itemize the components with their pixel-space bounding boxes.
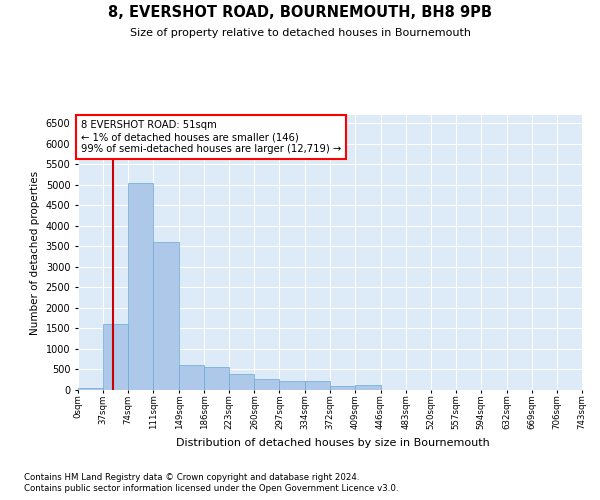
Bar — [254, 378, 280, 390]
Bar — [103, 324, 128, 390]
Bar — [331, 386, 355, 390]
Bar — [179, 364, 204, 390]
Text: Contains HM Land Registry data © Crown copyright and database right 2024.: Contains HM Land Registry data © Crown c… — [24, 472, 359, 482]
Text: 8 EVERSHOT ROAD: 51sqm
← 1% of detached houses are smaller (146)
99% of semi-det: 8 EVERSHOT ROAD: 51sqm ← 1% of detached … — [80, 120, 341, 154]
Bar — [78, 388, 103, 390]
Text: Size of property relative to detached houses in Bournemouth: Size of property relative to detached ho… — [130, 28, 470, 38]
Y-axis label: Number of detached properties: Number of detached properties — [30, 170, 40, 334]
Text: Contains public sector information licensed under the Open Government Licence v3: Contains public sector information licen… — [24, 484, 398, 493]
Bar — [229, 374, 254, 390]
Bar — [153, 242, 179, 390]
Bar — [305, 382, 331, 390]
Text: 8, EVERSHOT ROAD, BOURNEMOUTH, BH8 9PB: 8, EVERSHOT ROAD, BOURNEMOUTH, BH8 9PB — [108, 5, 492, 20]
Bar — [204, 368, 229, 390]
Bar — [280, 380, 305, 390]
Bar — [355, 385, 380, 390]
Text: Distribution of detached houses by size in Bournemouth: Distribution of detached houses by size … — [176, 438, 490, 448]
Bar — [128, 182, 153, 390]
